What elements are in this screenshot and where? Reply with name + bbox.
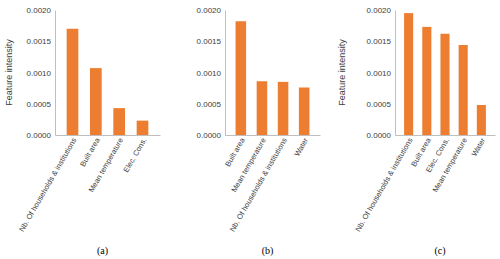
x-axis: Built areaMean temperatureNb. Of househo… — [223, 135, 320, 233]
axis-line — [55, 11, 56, 136]
y-axis: 0.0000 0.0005 0.0010 0.0015 0.0020 — [197, 6, 226, 140]
category-label: Water — [292, 136, 310, 158]
tick: 0.0015 — [367, 37, 395, 46]
bar — [137, 121, 149, 135]
bar — [299, 88, 310, 136]
bar — [477, 105, 486, 135]
bar — [278, 82, 289, 135]
tick: Mean temperature — [431, 135, 469, 194]
tick: Nb. Of households & institutions — [17, 135, 78, 233]
y-axis: 0.0000 0.0005 0.0010 0.0015 0.0020 — [367, 6, 396, 140]
figure: 0.0000 0.0005 0.0010 0.0015 0.0020 Nb. Of hou… — [0, 0, 500, 259]
category-label: Elec. Cons. — [121, 136, 148, 174]
tick-label: 0.0005 — [27, 100, 52, 109]
bar — [90, 68, 102, 135]
tick-label: 0.0015 — [27, 37, 52, 46]
tick-label: 0.0005 — [197, 100, 222, 109]
bars — [67, 29, 149, 135]
tick: 0.0015 — [197, 37, 225, 46]
bar — [257, 81, 268, 135]
tick-label: 0.0000 — [367, 131, 392, 140]
bar — [113, 108, 125, 135]
tick-label: 0.0010 — [197, 69, 222, 78]
tick: 0.0010 — [367, 69, 395, 78]
panel: 0.0000 0.0005 0.0010 0.0015 0.0020 Nb. Of hou… — [4, 6, 161, 257]
tick-label: 0.0000 — [27, 131, 52, 140]
y-axis: 0.0000 0.0005 0.0010 0.0015 0.0020 — [27, 6, 56, 140]
tick-label: 0.0020 — [367, 6, 392, 15]
category-label: Mean temperature — [431, 136, 469, 194]
tick-label: 0.0015 — [367, 37, 392, 46]
tick-label: 0.0020 — [27, 6, 52, 15]
tick: 0.0020 — [197, 6, 225, 15]
tick: 0.0010 — [27, 69, 55, 78]
axis-title: Feature intensity — [4, 39, 14, 106]
tick-label: 0.0010 — [367, 69, 392, 78]
tick-label: 0.0010 — [27, 69, 52, 78]
bar — [67, 29, 79, 135]
tick: 0.0015 — [27, 37, 55, 46]
bar — [404, 13, 413, 135]
tick: Water — [470, 135, 488, 158]
bar — [422, 27, 431, 135]
bar — [236, 21, 247, 135]
axis-line — [226, 135, 321, 136]
x-axis: Nb. Of households & institutionsBuilt ar… — [353, 135, 495, 233]
tick: Nb. Of households & institutions — [228, 135, 289, 233]
tick: Mean temperature — [87, 135, 125, 194]
axis-line — [225, 11, 226, 136]
panel: 0.0000 0.0005 0.0010 0.0015 0.0020 Nb. Of hou… — [337, 6, 496, 257]
panel: 0.0000 0.0005 0.0010 0.0015 0.0020 Built area… — [197, 6, 321, 257]
tick: Water — [292, 135, 310, 158]
tick: Built area — [78, 135, 102, 168]
bar — [459, 45, 468, 135]
tick: 0.0005 — [367, 100, 395, 109]
tick-label: 0.0000 — [197, 131, 222, 140]
tick: 0.0000 — [197, 131, 225, 140]
tick: 0.0005 — [197, 100, 225, 109]
category-label: Nb. Of households & institutions — [353, 136, 414, 233]
tick: Elec. Cons. — [121, 135, 148, 174]
bars — [236, 21, 310, 135]
axis-line — [395, 11, 396, 136]
axis-title: Feature intensity — [337, 39, 347, 106]
bar — [440, 34, 449, 135]
tick: Nb. Of households & institutions — [353, 135, 414, 233]
tick: 0.0000 — [367, 131, 395, 140]
tick: 0.0010 — [197, 69, 225, 78]
category-label: Built area — [78, 136, 102, 169]
category-label: Nb. Of households & institutions — [228, 136, 289, 233]
category-label: Water — [470, 136, 488, 158]
tick: 0.0020 — [367, 6, 395, 15]
axis-line — [396, 135, 496, 136]
tick-label: 0.0015 — [197, 37, 222, 46]
category-label: Mean temperature — [87, 136, 125, 194]
axis-line — [56, 135, 161, 136]
tick-label: 0.0005 — [367, 100, 392, 109]
panel-caption: (b) — [262, 245, 274, 257]
tick: 0.0000 — [27, 131, 55, 140]
tick: 0.0020 — [27, 6, 55, 15]
tick-label: 0.0020 — [197, 6, 222, 15]
panel-caption: (a) — [97, 245, 108, 257]
tick: 0.0005 — [27, 100, 55, 109]
panel-caption: (c) — [434, 245, 445, 257]
bars — [404, 13, 486, 135]
x-axis: Nb. Of households & institutionsBuilt ar… — [17, 135, 160, 233]
category-label: Nb. Of households & institutions — [17, 136, 78, 233]
